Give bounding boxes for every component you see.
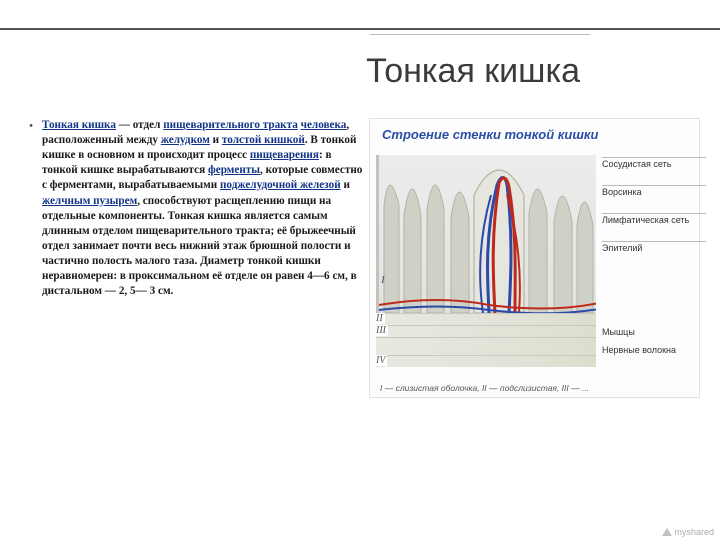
link-digestive-tract[interactable]: пищеварительного тракта: [163, 119, 298, 131]
bullet-text: Тонкая кишка — отдел пищеварительного тр…: [42, 118, 363, 299]
villi-illustration: I: [376, 155, 596, 313]
label-vascular: Сосудистая сеть: [602, 157, 706, 169]
body-text: • Тонкая кишка — отдел пищеварительного …: [28, 118, 363, 398]
header-rule: [0, 28, 720, 30]
figure-title: Строение стенки тонкой кишки: [382, 127, 598, 142]
header-rule-accent: [370, 34, 590, 35]
figure-caption: I — слизистая оболочка, II — подслизиста…: [380, 383, 691, 393]
label-muscles: Мышцы: [602, 327, 706, 337]
play-icon: [662, 528, 672, 536]
link-large-intestine[interactable]: толстой кишкой: [222, 134, 305, 146]
link-human[interactable]: человека: [301, 119, 347, 131]
link-gallbladder[interactable]: желчным пузырем: [42, 195, 137, 207]
label-epithelium: Эпителий: [602, 241, 706, 253]
link-stomach[interactable]: желудком: [161, 134, 210, 146]
slide-title: Тонкая кишка: [366, 52, 580, 91]
bullet-item: • Тонкая кишка — отдел пищеварительного …: [28, 118, 363, 299]
villi-svg: I: [379, 155, 596, 313]
label-lymph: Лимфатическая сеть: [602, 213, 706, 225]
layer-3: III: [376, 325, 596, 337]
layer-2: II: [376, 313, 596, 325]
figure-labels-upper: Сосудистая сеть Ворсинка Лимфатическая с…: [602, 157, 706, 253]
content-row: • Тонкая кишка — отдел пищеварительного …: [28, 118, 700, 398]
bullet-marker: •: [28, 118, 34, 299]
figure-panel: Строение стенки тонкой кишки: [369, 118, 700, 398]
tissue-layers: II III IV: [376, 313, 596, 381]
watermark: myshared: [662, 527, 714, 537]
layer-4: IV: [376, 355, 596, 367]
link-enzymes[interactable]: ферменты: [208, 164, 260, 176]
link-small-intestine[interactable]: Тонкая кишка: [42, 119, 116, 131]
layer-3b: [376, 337, 596, 355]
link-digestion[interactable]: пищеварения: [250, 149, 319, 161]
label-nerves: Нервные волокна: [602, 345, 706, 355]
label-villus: Ворсинка: [602, 185, 706, 197]
figure-labels-lower: Мышцы Нервные волокна: [602, 327, 706, 355]
link-pancreas[interactable]: поджелудочной железой: [220, 179, 341, 191]
watermark-text: myshared: [674, 527, 714, 537]
